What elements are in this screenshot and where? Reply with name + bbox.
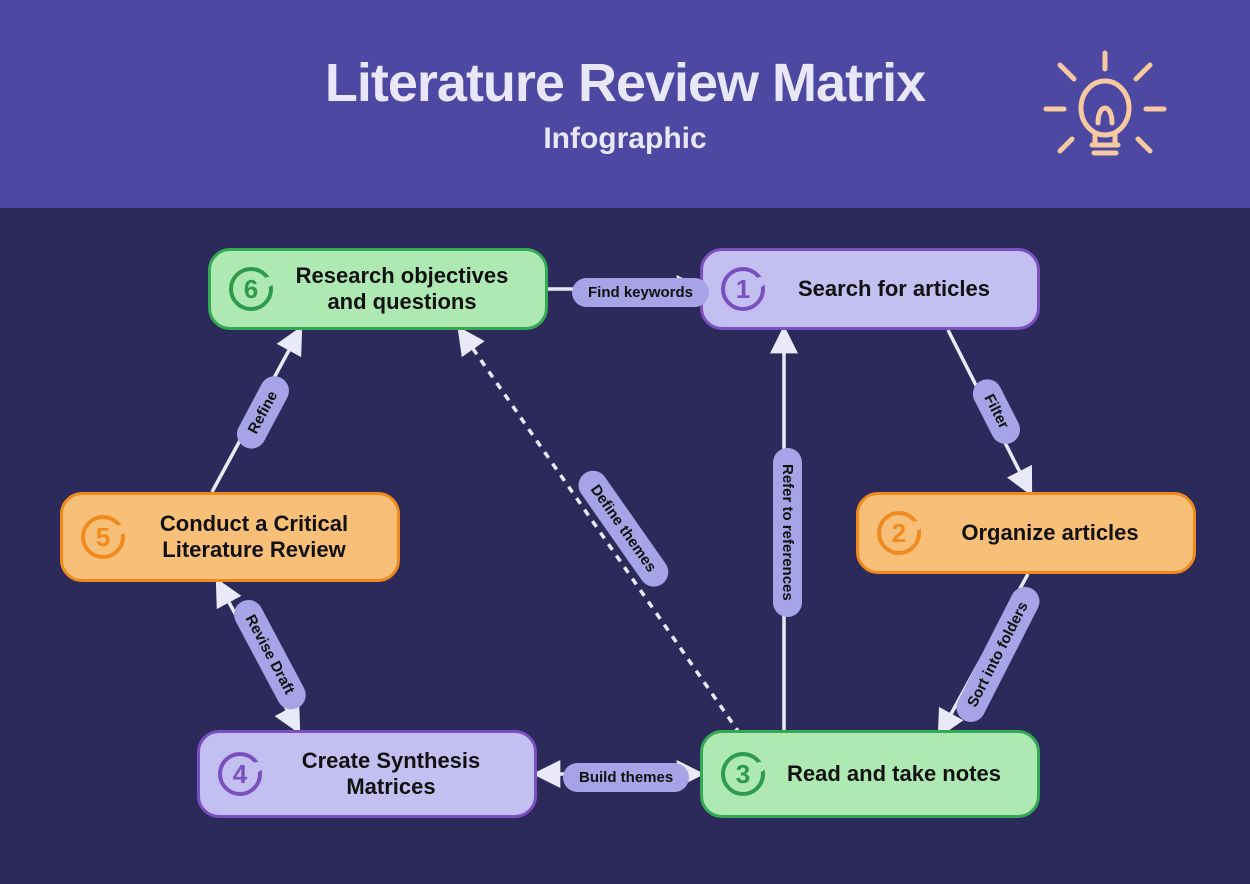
- edge-label-e56: Refine: [232, 371, 294, 453]
- edge-label-e36: Define themes: [573, 465, 674, 592]
- node-n2: 2 Organize articles: [856, 492, 1196, 574]
- edge-e36: [460, 330, 740, 734]
- node-n6: 6 Research objectives and questions: [208, 248, 548, 330]
- edge-label-e31: Refer to references: [773, 448, 802, 617]
- node-n5: 5 Conduct a Critical Literature Review: [60, 492, 400, 582]
- node-number: 1: [721, 267, 765, 311]
- edge-label-e61: Find keywords: [572, 278, 709, 307]
- node-number: 4: [218, 752, 262, 796]
- edge-label-e12: Filter: [968, 374, 1025, 448]
- node-label: Organize articles: [937, 520, 1193, 546]
- edge-label-e34: Build themes: [563, 763, 689, 792]
- node-n1: 1 Search for articles: [700, 248, 1040, 330]
- node-number: 6: [229, 267, 273, 311]
- header: Literature Review Matrix Infographic: [0, 0, 1250, 208]
- lightbulb-icon: [1040, 45, 1170, 175]
- node-n3: 3 Read and take notes: [700, 730, 1040, 818]
- node-number: 5: [81, 515, 125, 559]
- edge-label-e23: Sort into folders: [951, 582, 1044, 727]
- node-label: Research objectives and questions: [289, 263, 545, 316]
- node-label: Conduct a Critical Literature Review: [141, 511, 397, 564]
- node-number: 3: [721, 752, 765, 796]
- node-label: Read and take notes: [781, 761, 1037, 787]
- node-label: Search for articles: [781, 276, 1037, 302]
- node-label: Create Synthesis Matrices: [278, 748, 534, 801]
- infographic-canvas: Literature Review Matrix Infographic 6R: [0, 0, 1250, 884]
- edge-label-e45: Revise Draft: [229, 595, 311, 714]
- page-subtitle: Infographic: [543, 122, 706, 156]
- node-n4: 4 Create Synthesis Matrices: [197, 730, 537, 818]
- page-title: Literature Review Matrix: [325, 52, 925, 114]
- node-number: 2: [877, 511, 921, 555]
